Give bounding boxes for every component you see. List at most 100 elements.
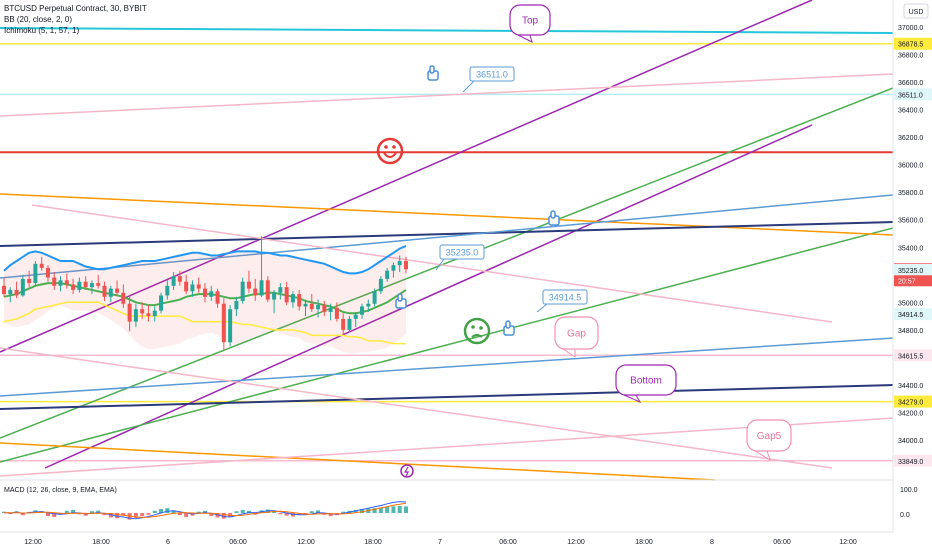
trend-line-green-lower[interactable] [0,227,894,463]
trend-line-pink-top[interactable] [0,73,894,117]
candle-body [159,295,164,311]
candle-body [246,281,251,289]
candle-body [165,285,170,296]
price-label-tag[interactable] [894,349,932,362]
candle-body [39,263,44,268]
macd-histogram-bar [209,513,214,517]
gap-callout-pointer [562,348,576,358]
annotations-layer[interactable]: Top Bottom Gap Gap5 36511.0 35235.0 34914.5 [376,4,792,478]
candle-body [83,281,88,288]
bottom-callout-text: Bottom [630,376,662,387]
ichimoku-kijun-line [3,301,406,345]
candle-body [391,265,396,271]
time-tick-label: 12:00 [24,539,42,546]
candle-body [196,284,201,289]
trend-line-orange-upper[interactable] [0,193,894,236]
price-note-35235-box[interactable] [439,244,485,260]
price-note-35235-text: 35235.0 [446,248,479,258]
candle-body [372,291,377,304]
macd-histogram-bar [234,511,239,513]
macd-histogram-bar [96,510,101,513]
price-tick-label: 35800.0 [898,190,923,197]
bottom-callout-bubble[interactable] [615,364,677,396]
macd-histogram-bar [297,513,302,516]
macd-histogram-bar [316,510,321,513]
macd-histogram-bar [71,509,76,513]
price-label-tag[interactable] [894,395,932,408]
price-label-text: 35235.0 [898,268,923,275]
macd-histogram-bar [221,513,226,519]
trend-line-navy-upper[interactable] [0,221,894,247]
candle-body [240,281,245,301]
smiley-face-icon[interactable] [376,137,404,165]
gap5-callout-bubble[interactable] [746,419,792,452]
bb-indicator-legend[interactable]: BB (20, close, 2, 0) [4,15,73,24]
price-note-36511-box[interactable] [469,66,515,82]
candle-body [45,267,50,278]
price-label-tag[interactable] [894,308,932,321]
price-label-tag[interactable] [894,263,932,276]
macd-histogram-bar [64,510,69,513]
top-callout-text: Top [522,16,539,27]
price-label-tag[interactable] [894,37,932,50]
price-axis[interactable]: 37000.0 36800.0 36600.0 36400.0 36200.0 36000… [894,25,932,519]
trend-line-pink-mid[interactable] [31,204,833,323]
price-label-tag[interactable] [894,454,932,467]
macd-histogram-bar [353,509,358,513]
time-tick-label: 06:00 [773,539,791,546]
price-note-34914-pointer [536,303,548,313]
price-label-text: 34914.5 [898,312,923,319]
countdown-timer: 20:57 [898,278,916,285]
trend-line-pink-bottom[interactable] [0,417,894,477]
bottom-callout-pointer [623,394,642,404]
trend-line-orange-lower[interactable] [0,442,716,481]
trend-line-cyan-top[interactable] [0,27,894,34]
currency-label: USD [909,9,924,16]
macd-histogram-bar [133,513,138,518]
ichimoku-indicator-legend[interactable]: Ichimoku (5, 1, 57, 1) [4,26,80,35]
top-callout-bubble[interactable] [509,4,551,36]
macd-tick-label: 100.0 [900,487,918,494]
gap-callout-bubble[interactable] [554,316,599,350]
confused-face-icon[interactable] [463,317,491,345]
price-tick-label: 36800.0 [898,53,923,60]
price-label-text: 33849.0 [898,459,923,466]
candle-body [203,288,207,297]
smiley-mouth-icon [383,152,397,158]
macd-histogram-bar [102,513,107,516]
trend-line-purple-lower[interactable] [44,124,813,469]
price-label-tag[interactable] [894,88,932,101]
candle-body [20,278,25,296]
candle-body [360,306,365,315]
bb-upper-line [3,244,407,275]
candle-body [341,318,346,330]
trend-line-purple-upper[interactable] [0,0,813,353]
pointing-hand-small-icon-finger [505,320,511,329]
candle-body [347,318,352,330]
macd-histogram-bar [272,511,277,513]
price-note-36511-text: 36511.0 [476,70,508,80]
thumbs-up-small-icon-finger [397,293,403,302]
trend-line-blue-upper[interactable] [0,194,894,279]
event-marker-icon[interactable] [400,464,414,478]
candle-body [190,284,195,292]
candle-body [397,261,402,266]
candle-body [259,280,264,296]
candle-body [284,287,289,303]
symbol-title[interactable]: BTCUSD Perpetual Contract, 30, BYBIT [4,4,147,13]
time-axis[interactable]: 12:00 18:00 6 06:00 12:00 18:00 7 06:00 12:00 18:… [0,531,893,546]
trend-line-pink-descending[interactable] [0,347,833,469]
macd-legend[interactable]: MACD (12, 26, close, 9, EMA, EMA) [4,487,117,494]
currency-badge[interactable] [903,3,929,19]
trend-line-blue-lower[interactable] [0,337,894,397]
candle-body [234,300,239,310]
price-label-text: 36878.5 [898,42,923,49]
candle-body [146,313,151,317]
trend-line-green-upper[interactable] [0,87,894,439]
price-note-34914-box[interactable] [542,289,588,305]
candle-body [133,309,138,322]
time-tick-label: 18:00 [364,539,382,546]
trend-line-navy-lower[interactable] [0,384,894,410]
